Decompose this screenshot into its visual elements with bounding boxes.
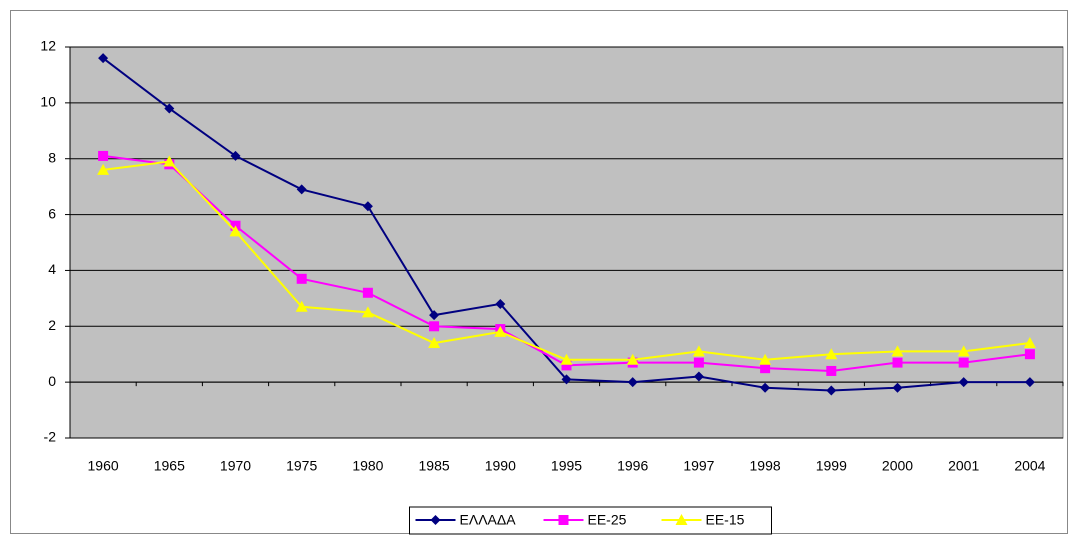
x-tick-label: 1998 xyxy=(750,458,781,474)
x-tick-label: 2001 xyxy=(948,458,979,474)
y-tick-label: 6 xyxy=(48,205,56,221)
marker xyxy=(760,363,771,374)
x-tick-label: 1997 xyxy=(683,458,714,474)
x-tick-label: 1960 xyxy=(88,458,119,474)
marker xyxy=(429,310,440,321)
marker xyxy=(230,150,241,161)
marker xyxy=(561,360,572,371)
x-tick-label: 1990 xyxy=(485,458,516,474)
marker xyxy=(826,365,837,376)
marker xyxy=(759,353,772,365)
marker xyxy=(429,321,440,332)
legend-box xyxy=(409,506,772,535)
plot-area xyxy=(69,46,1064,439)
marker xyxy=(675,514,688,525)
x-tick-label: 1975 xyxy=(286,458,317,474)
marker xyxy=(627,377,638,388)
legend: ΕΛΛΑΔΑ EE-25 EE-15 xyxy=(409,506,772,535)
marker xyxy=(760,382,771,393)
marker xyxy=(958,377,969,388)
marker xyxy=(98,53,109,64)
marker xyxy=(891,345,904,357)
marker xyxy=(957,345,970,357)
marker xyxy=(430,515,441,525)
marker xyxy=(693,357,704,368)
y-tick-label: 8 xyxy=(48,149,56,165)
marker xyxy=(296,184,307,195)
marker xyxy=(825,348,838,360)
x-tick-label: 1965 xyxy=(154,458,185,474)
x-tick-label: 2004 xyxy=(1014,458,1045,474)
y-tick-label: 0 xyxy=(48,373,56,389)
y-tick-label: 10 xyxy=(40,94,56,110)
marker xyxy=(1024,349,1035,360)
marker xyxy=(693,371,704,382)
legend-label: EE-25 xyxy=(588,512,627,528)
x-tick-label: 2000 xyxy=(882,458,913,474)
y-tick-label: 4 xyxy=(48,261,56,277)
marker xyxy=(361,306,374,318)
marker xyxy=(561,374,572,385)
marker xyxy=(1024,377,1035,388)
marker xyxy=(495,298,506,309)
x-tick-label: 1999 xyxy=(816,458,847,474)
marker xyxy=(428,337,441,349)
marker xyxy=(97,163,110,175)
marker xyxy=(826,385,837,396)
marker xyxy=(692,345,705,357)
x-tick-label: 1970 xyxy=(220,458,251,474)
marker xyxy=(892,382,903,393)
marker xyxy=(296,273,307,284)
marker xyxy=(892,357,903,368)
x-tick-label: 1995 xyxy=(551,458,582,474)
marker xyxy=(163,155,176,167)
legend-label: ΕΛΛΑΔΑ xyxy=(460,512,517,528)
marker xyxy=(164,103,175,114)
marker xyxy=(98,150,109,161)
y-tick-label: 2 xyxy=(48,317,56,333)
marker xyxy=(494,325,507,337)
x-tick-label: 1980 xyxy=(352,458,383,474)
marker xyxy=(295,300,308,312)
marker xyxy=(229,225,242,237)
marker xyxy=(558,515,569,525)
y-tick-label: 12 xyxy=(40,38,56,54)
y-tick-label: -2 xyxy=(44,429,57,445)
x-tick-label: 1985 xyxy=(419,458,450,474)
legend-label: EE-15 xyxy=(706,512,745,528)
marker xyxy=(362,287,373,298)
marker xyxy=(560,353,573,365)
marker xyxy=(626,353,639,365)
marker xyxy=(1023,337,1036,349)
marker xyxy=(362,201,373,212)
x-tick-label: 1996 xyxy=(617,458,648,474)
marker xyxy=(958,357,969,368)
